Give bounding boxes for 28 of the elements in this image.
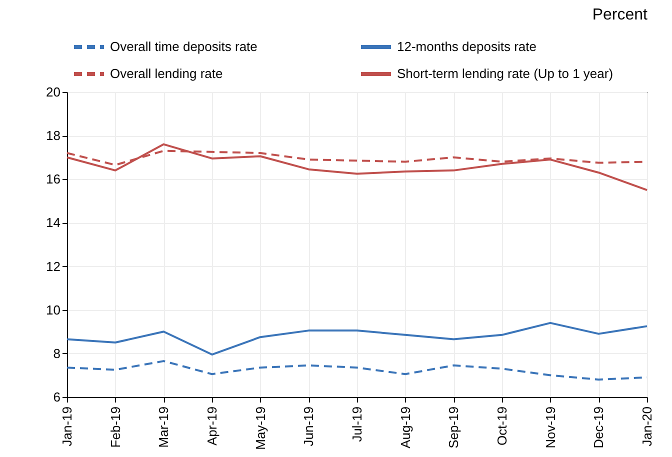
x-tick-label: May-19 [252, 406, 268, 450]
y-tick-label: 16 [46, 172, 60, 187]
x-tick-label: Jul-19 [350, 406, 364, 442]
x-tick-label: Mar-19 [156, 406, 172, 448]
y-axis-title: Percent [592, 6, 648, 24]
y-tick-label: 18 [46, 128, 60, 144]
line-series [66, 143, 648, 192]
x-tick-label: Dec-19 [591, 406, 606, 448]
x-tick-label: Feb-19 [108, 406, 123, 448]
y-tick-label: 10 [46, 302, 60, 318]
legend-label: Short-term lending rate (Up to 1 year) [397, 66, 614, 81]
y-tick-label: 14 [46, 215, 60, 230]
x-tick-label: Nov-19 [542, 406, 558, 448]
y-tick-label: 12 [46, 258, 60, 274]
legend-label: Overall lending rate [110, 66, 223, 81]
x-tick-label: Aug-19 [398, 406, 413, 448]
y-tick-label: 6 [53, 390, 60, 404]
x-tick-label: Jun-19 [301, 406, 316, 446]
x-tick-label: Jan-20 [640, 406, 654, 446]
x-tick-label: Oct-19 [494, 406, 510, 446]
legend-label: Overall time deposits rate [110, 39, 258, 54]
x-tick-label: Apr-19 [204, 406, 220, 446]
x-tick-label: Jan-19 [60, 406, 74, 446]
y-tick-label: 20 [46, 84, 60, 100]
y-tick-label: 8 [53, 346, 60, 361]
line-series [66, 322, 648, 356]
legend-label: 12-months deposits rate [397, 39, 536, 54]
x-tick-label: Sep-19 [446, 406, 462, 448]
